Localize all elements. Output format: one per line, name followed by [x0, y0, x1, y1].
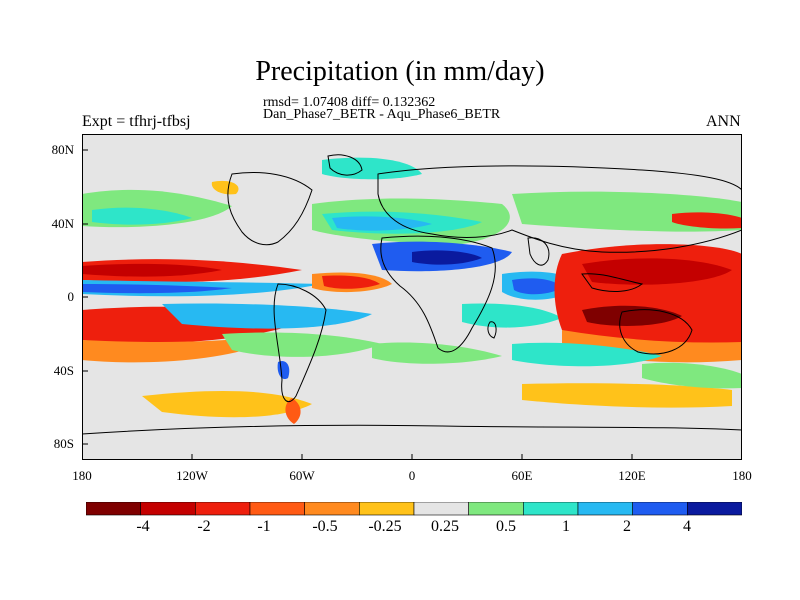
colorbar-box: [359, 502, 415, 516]
coast-eurasia: [377, 165, 742, 253]
colorbar-box: [523, 502, 579, 516]
field-n-pac-cyan: [92, 207, 192, 225]
colorbar-box: [577, 502, 633, 516]
coast-maritime: [581, 273, 644, 292]
field-atl-red: [322, 275, 380, 289]
field-tropical-blue-deep: [82, 284, 232, 294]
colorbar-label-n05: -0.5: [312, 518, 338, 535]
field-s-atl-green: [372, 342, 502, 364]
colorbar-label-n025: -0.25: [368, 518, 402, 535]
field-s-atl-orange: [285, 398, 301, 424]
colorbar: [86, 502, 742, 516]
coastlines: [82, 154, 742, 435]
map-border: [82, 134, 742, 460]
colorbar-box: [195, 502, 251, 516]
field-n-orange: [211, 180, 239, 195]
precip-field: [82, 157, 742, 424]
colorbar-box: [468, 502, 524, 516]
chart-title: Precipitation (in mm/day): [255, 56, 545, 87]
colorbar-label-025: 0.25: [431, 518, 459, 535]
field-s-pac-blue: [162, 303, 372, 329]
xtick-180-left: 180: [72, 468, 92, 483]
field-africa-navy: [412, 250, 482, 265]
field-s-africa-cyan: [462, 303, 562, 328]
coast-antarctica: [82, 424, 742, 435]
colorbar-label-n1: -1: [257, 518, 271, 535]
field-io-deep: [512, 278, 562, 295]
colorbar-box: [413, 502, 469, 516]
colorbar-label-1: 1: [562, 518, 570, 535]
coast-africa: [380, 235, 496, 353]
field-southern-band-2: [522, 383, 732, 408]
ytick-80s: 80S: [53, 436, 74, 451]
xtick-180-right: 180: [732, 468, 752, 483]
ytick-0: 0: [67, 289, 75, 304]
colorbar-label-05: 0.5: [496, 518, 516, 535]
field-asia-red: [672, 212, 742, 229]
field-tropical-n-pac-dark: [82, 263, 222, 277]
colorbar-box: [86, 502, 141, 516]
precip-map: [82, 134, 742, 460]
ytick-80n: 80N: [51, 142, 74, 157]
field-s-indian-cyan: [512, 342, 662, 367]
colorbar-label-4: 4: [683, 518, 691, 535]
coast-north-america: [227, 172, 313, 246]
coast-australia: [619, 309, 693, 355]
colorbar-box: [140, 502, 196, 516]
stats-line: rmsd= 1.07408 diff= 0.132362: [263, 95, 436, 110]
colorbar-label-2: 2: [623, 518, 631, 535]
coast-madagascar: [487, 321, 497, 339]
ytick-40n: 40N: [51, 216, 74, 231]
coast-greenland: [327, 154, 363, 176]
colorbar-box: [687, 502, 742, 516]
colorbar-box: [304, 502, 360, 516]
field-austr-green: [642, 362, 742, 389]
colorbar-box: [632, 502, 688, 516]
xtick-60w: 60W: [289, 468, 315, 483]
field-southern-band: [142, 390, 312, 418]
coast-south-america: [273, 283, 327, 402]
ytick-40s: 40S: [53, 363, 74, 378]
xtick-120e: 120E: [618, 468, 646, 483]
field-n-europe-cyan: [322, 157, 422, 180]
colorbar-label-n2: -2: [197, 518, 211, 535]
season-label: ANN: [706, 113, 741, 130]
xtick-0: 0: [408, 468, 416, 483]
field-s-pac-green: [222, 332, 382, 357]
xtick-60e: 60E: [511, 468, 533, 483]
colorbar-box: [249, 502, 305, 516]
experiment-subtitle: Dan_Phase7_BETR - Aqu_Phase6_BETR: [263, 107, 501, 122]
expt-label: Expt = tfhrj-tfbsj: [82, 113, 191, 130]
coast-india: [527, 237, 550, 266]
xtick-120w: 120W: [176, 468, 208, 483]
colorbar-label-n4: -4: [136, 518, 150, 535]
